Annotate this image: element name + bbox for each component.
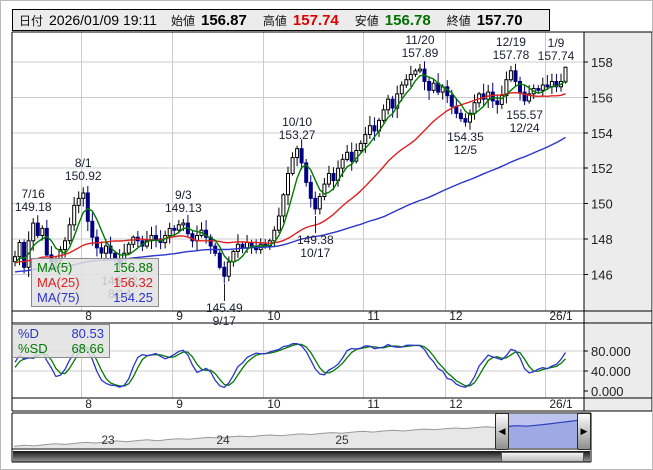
close-label: 終値: [446, 13, 471, 28]
ma75-label: MA(75): [37, 290, 80, 305]
ma75-value: 154.25: [113, 290, 153, 305]
svg-text:8: 8: [85, 397, 92, 411]
quote-header: 日付 2026/01/09 19:11 始値 156.87 高値 157.74 …: [12, 9, 550, 31]
low-value: 156.78: [384, 11, 431, 29]
scrollbar-thumb[interactable]: [501, 452, 584, 462]
percent-sd-value: 68.66: [71, 341, 104, 356]
svg-text:12: 12: [449, 397, 463, 411]
svg-text:80.000: 80.000: [591, 344, 631, 359]
scroll-left-button[interactable]: ◀: [495, 413, 509, 450]
svg-text:154: 154: [591, 126, 613, 141]
percent-d-value: 80.53: [71, 326, 104, 341]
low-label: 安値: [354, 13, 379, 28]
svg-text:26/1: 26/1: [549, 309, 573, 323]
svg-text:25: 25: [335, 433, 349, 447]
svg-text:10: 10: [267, 397, 281, 411]
left-arrow-icon: ◀: [498, 426, 506, 436]
svg-text:148: 148: [591, 232, 613, 247]
percent-d-label: %D: [18, 326, 39, 341]
ma25-value: 156.32: [113, 275, 153, 290]
ma5-label: MA(5): [37, 260, 73, 275]
close-value: 157.70: [476, 11, 523, 29]
svg-text:23: 23: [101, 433, 115, 447]
right-arrow-icon: ▶: [580, 426, 588, 436]
svg-text:40.000: 40.000: [591, 364, 631, 379]
stochastic-legend: %D 80.53 %SD 68.66: [12, 324, 110, 358]
svg-text:24: 24: [216, 433, 230, 447]
open-value: 156.87: [200, 11, 247, 29]
percent-sd-label: %SD: [18, 341, 48, 356]
quote-datetime: 2026/01/09 19:11: [49, 12, 157, 28]
ma5-value: 156.88: [113, 260, 153, 275]
date-label: 日付: [19, 13, 44, 28]
svg-text:146: 146: [591, 267, 613, 282]
svg-text:26/1: 26/1: [549, 397, 573, 411]
svg-text:12: 12: [449, 309, 463, 323]
high-label: 高値: [262, 13, 287, 28]
svg-text:150: 150: [591, 197, 613, 212]
svg-text:9: 9: [176, 309, 183, 323]
svg-text:152: 152: [591, 161, 613, 176]
ma-legend: MA(5) 156.88 MA(25) 156.32 MA(75) 154.25: [31, 258, 159, 307]
svg-text:11: 11: [367, 397, 380, 411]
svg-text:9: 9: [176, 397, 183, 411]
high-value: 157.74: [292, 11, 339, 29]
svg-text:158: 158: [591, 55, 613, 70]
svg-text:8: 8: [85, 309, 92, 323]
svg-text:156: 156: [591, 90, 613, 105]
ma25-label: MA(25): [37, 275, 80, 290]
svg-text:10: 10: [267, 309, 281, 323]
svg-text:11: 11: [367, 309, 380, 323]
scroll-right-button[interactable]: ▶: [577, 413, 591, 450]
svg-text:0.000: 0.000: [591, 384, 624, 399]
open-label: 始値: [170, 13, 195, 28]
